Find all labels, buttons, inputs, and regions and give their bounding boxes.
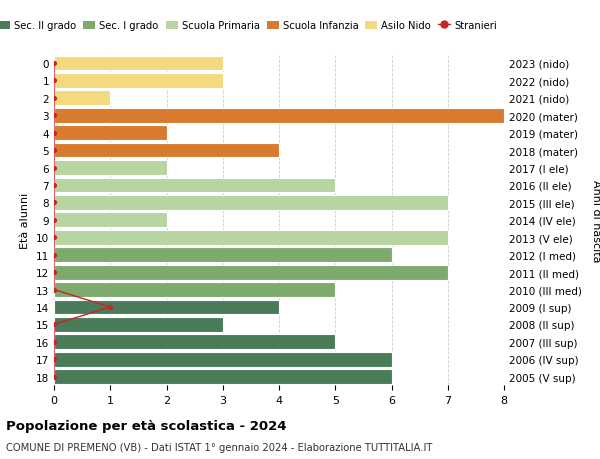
Bar <box>54 74 223 89</box>
Bar <box>54 230 448 245</box>
Point <box>49 338 59 346</box>
Text: Popolazione per età scolastica - 2024: Popolazione per età scolastica - 2024 <box>6 419 287 431</box>
Point <box>49 199 59 207</box>
Bar <box>54 109 504 123</box>
Point <box>49 147 59 154</box>
Point <box>49 130 59 137</box>
Bar <box>54 248 392 263</box>
Point <box>49 321 59 328</box>
Point <box>106 303 115 311</box>
Bar <box>54 126 167 141</box>
Bar <box>54 317 223 332</box>
Bar <box>54 143 279 158</box>
Bar <box>54 91 110 106</box>
Point <box>49 252 59 259</box>
Y-axis label: Anni di nascita: Anni di nascita <box>591 179 600 262</box>
Bar <box>54 369 392 384</box>
Bar <box>54 335 335 349</box>
Bar <box>54 161 167 175</box>
Bar <box>54 56 223 71</box>
Point <box>49 182 59 189</box>
Bar <box>54 282 335 297</box>
Point <box>49 234 59 241</box>
Point <box>49 269 59 276</box>
Legend: Sec. II grado, Sec. I grado, Scuola Primaria, Scuola Infanzia, Asilo Nido, Stran: Sec. II grado, Sec. I grado, Scuola Prim… <box>0 17 501 35</box>
Bar <box>54 300 279 315</box>
Point <box>49 217 59 224</box>
Y-axis label: Età alunni: Età alunni <box>20 192 31 248</box>
Point <box>49 356 59 363</box>
Point <box>49 373 59 381</box>
Bar <box>54 352 392 367</box>
Point <box>49 286 59 294</box>
Bar <box>54 178 335 193</box>
Text: COMUNE DI PREMENO (VB) - Dati ISTAT 1° gennaio 2024 - Elaborazione TUTTITALIA.IT: COMUNE DI PREMENO (VB) - Dati ISTAT 1° g… <box>6 442 433 452</box>
Bar <box>54 213 167 228</box>
Point <box>49 112 59 120</box>
Point <box>49 95 59 102</box>
Bar <box>54 196 448 210</box>
Point <box>49 78 59 85</box>
Point <box>49 60 59 67</box>
Point <box>49 164 59 172</box>
Bar <box>54 265 448 280</box>
